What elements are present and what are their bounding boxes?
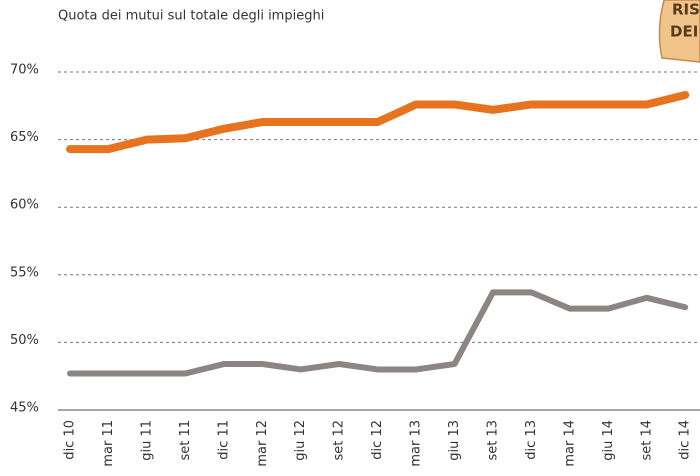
x-tick-label: set 12: [332, 420, 347, 461]
x-tick-label: giu 11: [139, 420, 154, 461]
x-tick-label: dic 14: [678, 420, 693, 460]
y-tick-label: 65%: [10, 130, 39, 145]
x-tick-label: mar 12: [255, 420, 270, 467]
y-tick-label: 60%: [10, 198, 39, 213]
series-line: [70, 95, 685, 149]
x-tick-label: set 13: [485, 420, 500, 461]
badge-text: RIS: [672, 1, 700, 19]
x-tick-label: giu 14: [601, 420, 616, 461]
y-tick-label: 50%: [10, 333, 39, 348]
y-tick-label: 45%: [10, 401, 39, 416]
series-line: [70, 292, 685, 373]
x-tick-label: dic 10: [63, 420, 78, 460]
x-tick-label: dic 13: [524, 420, 539, 460]
badge-text: DEI: [670, 23, 698, 41]
x-tick-label: mar 13: [409, 420, 424, 467]
x-tick-label: set 11: [178, 420, 193, 461]
x-tick-label: mar 11: [101, 420, 116, 467]
y-tick-label: 55%: [10, 265, 39, 280]
x-tick-label: mar 14: [562, 420, 577, 467]
y-tick-label: 70%: [10, 63, 39, 78]
x-tick-label: giu 12: [293, 420, 308, 461]
x-tick-label: dic 12: [370, 420, 385, 460]
x-tick-label: dic 11: [216, 420, 231, 460]
chart: Quota dei mutui sul totale degli impiegh…: [0, 0, 700, 476]
badge: RIS DEI: [659, 0, 700, 62]
chart-title: Quota dei mutui sul totale degli impiegh…: [58, 9, 324, 24]
x-tick-label: set 14: [639, 420, 654, 461]
x-tick-label: giu 13: [447, 420, 462, 461]
